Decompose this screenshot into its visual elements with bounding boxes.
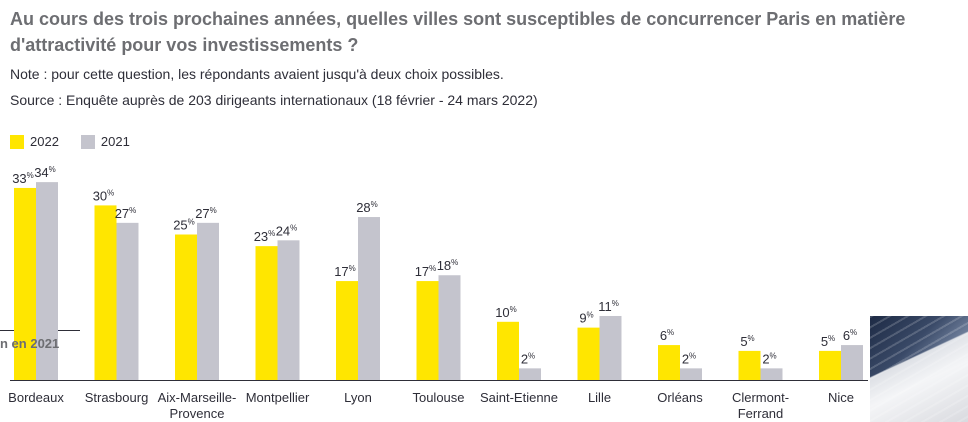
category-label-0-0: Bordeaux [8,390,64,405]
bar-2021-8 [680,368,702,380]
bar-2021-5 [439,275,461,380]
category-label-1-0: Strasbourg [85,390,149,405]
data-label-2021-6: 2% [521,351,535,366]
bar-2021-1 [117,223,139,380]
bar-2022-7 [578,328,600,380]
bar-2022-5 [417,281,439,380]
bar-2022-0 [14,188,36,380]
data-label-2022-5: 17% [415,264,437,279]
bar-chart: 33% 34%Bordeaux30%27%Strasbourg25%27%Aix-… [0,0,968,422]
data-label-2022-1: 30% [93,188,115,203]
category-label-3-0: Montpellier [246,390,310,405]
data-label-2021-8: 2% [682,351,696,366]
bar-2022-10 [819,351,841,380]
bar-2022-4 [336,281,358,380]
data-label-2021-9: 2% [762,351,776,366]
category-label-5-0: Toulouse [412,390,464,405]
bar-2022-8 [658,345,680,380]
bar-2022-6 [497,322,519,380]
data-label-2022-6: 10% [495,305,517,320]
cropped-side-label: n en 2021 [0,336,59,351]
bar-2022-1 [95,205,117,380]
bar-2021-4 [358,217,380,380]
data-label-2022-9: 5% [740,334,754,349]
category-label-2-0: Aix-Marseille- [158,390,237,405]
bar-2021-2 [197,223,219,380]
data-label-2022-10: 5% [821,334,835,349]
data-label-2021-3: 24% [276,223,298,238]
category-label-7-0: Lille [588,390,611,405]
bar-2022-3 [256,246,278,380]
data-label-2021-1: 27% [115,206,137,221]
category-label-10-0: Nice [828,390,854,405]
bar-2021-7 [600,316,622,380]
bar-2021-9 [761,368,783,380]
category-label-6-0: Saint-Etienne [480,390,558,405]
data-label-2021-7: 11% [598,299,619,314]
data-label-2021-2: 27% [195,206,217,221]
data-label-2022-3: 23% [254,229,276,244]
data-label-2021-0: 34% [34,165,56,180]
decorative-photo [870,316,968,422]
bar-2022-2 [175,235,197,381]
category-label-9-0: Clermont- [732,390,789,405]
bar-2022-9 [739,351,761,380]
data-label-2021-4: 28% [356,200,378,215]
category-label-2-1: Provence [170,406,225,421]
data-label-2022-0: 33% [12,171,34,186]
data-label-2022-7: 9% [579,311,593,326]
data-label-2022-8: 6% [660,328,674,343]
data-label-2022-2: 25% [173,218,195,233]
category-label-8-0: Orléans [657,390,703,405]
data-label-2021-5: 18% [437,258,459,273]
bar-2021-3 [278,240,300,380]
category-label-4-0: Lyon [344,390,372,405]
category-label-9-1: Ferrand [738,406,784,421]
data-label-2021-10: 6% [843,328,857,343]
data-label-2022-4: 17% [334,264,356,279]
bar-2021-6 [519,368,541,380]
bar-2021-10 [841,345,863,380]
